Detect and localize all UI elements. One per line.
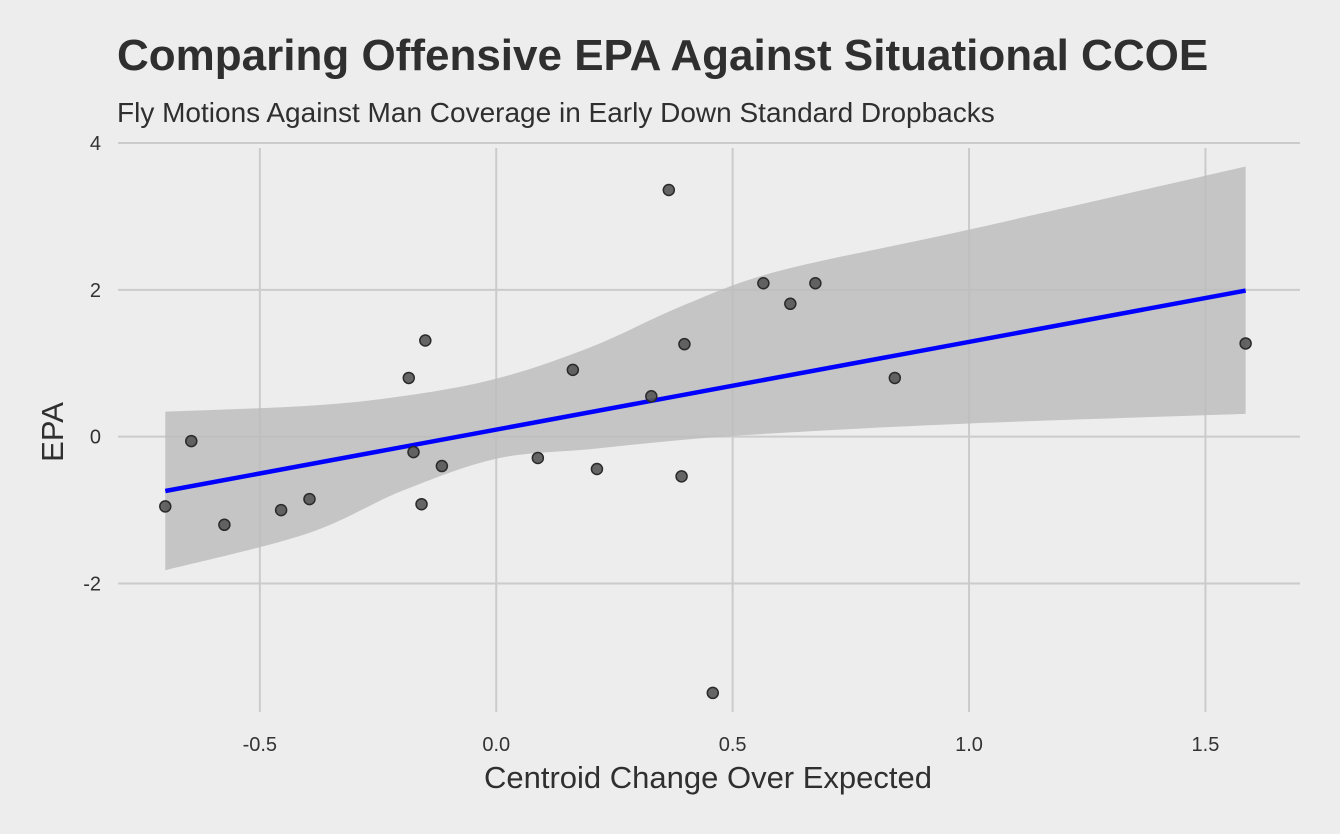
data-point [662,183,676,197]
data-point [675,470,688,483]
data-point [706,686,720,700]
confidence-band-group [165,166,1246,571]
data-point [218,518,231,532]
data-point [159,500,172,513]
data-point [784,297,797,311]
y-tick-label: -2 [83,574,101,596]
data-point [566,363,580,377]
data-point [303,492,316,506]
data-point [645,390,658,403]
confidence-band [165,166,1246,571]
chart-subtitle: Fly Motions Against Man Coverage in Earl… [117,97,995,128]
data-point [407,445,420,459]
data-point [809,276,822,290]
x-tick-label: 0.0 [482,734,510,756]
data-point [590,462,604,476]
data-point [419,334,432,347]
x-tick-label: 1.0 [955,734,983,756]
data-point [402,371,416,385]
data-point [888,371,902,385]
data-point [185,434,198,448]
data-point [1239,337,1252,350]
y-tick-label: 2 [90,280,101,302]
x-axis-title: Centroid Change Over Expected [484,760,932,795]
chart-title: Comparing Offensive EPA Against Situatio… [117,31,1209,80]
regression-line-group [164,288,1247,494]
regression-line [164,288,1247,494]
data-point [415,497,428,511]
y-tick-label: 0 [90,427,101,449]
y-tick-label: 4 [90,133,101,155]
y-axis-title: EPA [35,402,70,462]
data-point [757,276,770,290]
x-tick-label: 1.5 [1192,734,1220,756]
data-point [274,503,288,517]
data-points [159,183,1252,700]
data-point [678,337,691,351]
x-tick-label: 0.5 [719,734,747,756]
x-tick-label: -0.5 [243,734,277,756]
data-point [435,459,449,473]
data-point [531,451,545,465]
tick-labels: -0.5 0.0 0.5 1.0 1.5 -2 0 2 4 [83,133,1219,756]
